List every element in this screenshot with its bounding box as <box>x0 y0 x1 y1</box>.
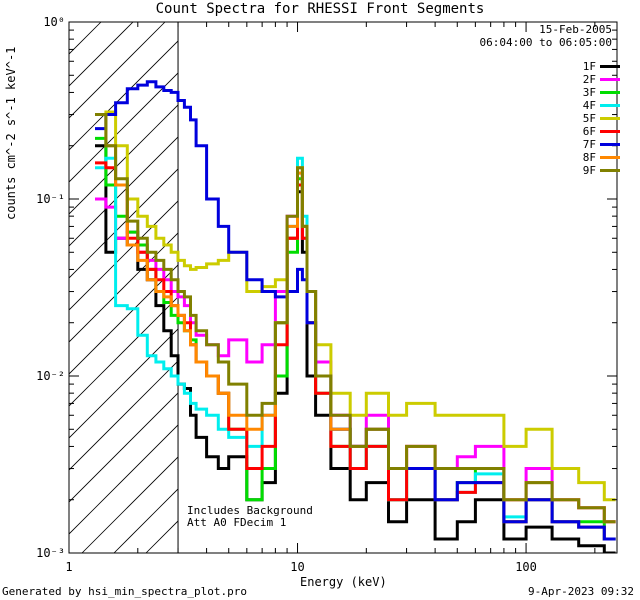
hatch-line <box>69 22 134 87</box>
annotation-att: Att A0 FDecim 1 <box>187 516 287 529</box>
legend-item-9F: 9F <box>583 164 620 177</box>
legend-item-5F: 5F <box>583 112 620 125</box>
legend-label: 9F <box>582 164 596 177</box>
footer-timestamp: 9-Apr-2023 09:32 <box>528 585 634 598</box>
legend-label: 5F <box>582 112 596 125</box>
legend-label: 7F <box>582 138 596 151</box>
hatch-line <box>69 200 179 311</box>
hatch-line <box>69 328 179 439</box>
footer-generator: Generated by hsi_min_spectra_plot.pro <box>2 585 248 598</box>
series-8F <box>95 113 616 524</box>
hatch-line <box>81 456 179 553</box>
hatch-line <box>145 520 179 553</box>
legend-item-1F: 1F <box>583 60 620 73</box>
y-tick-label: 10⁰ <box>43 15 65 29</box>
legend-item-3F: 3F <box>583 86 620 99</box>
legend-label: 6F <box>582 125 596 138</box>
plot-frame <box>68 21 618 554</box>
legend-item-6F: 6F <box>583 125 620 138</box>
legend-swatch <box>600 65 620 68</box>
x-tick-label: 100 <box>515 560 537 574</box>
series-3F <box>95 136 616 541</box>
legend-swatch <box>600 78 620 81</box>
series-1F <box>95 144 616 553</box>
legend-swatch <box>600 91 620 94</box>
hatch-line <box>69 104 179 215</box>
legend-item-2F: 2F <box>583 73 620 86</box>
chart-title: Count Spectra for RHESSI Front Segments <box>155 1 485 17</box>
x-axis-label: Energy (keV) <box>300 575 387 589</box>
annotation-background: Includes Background <box>187 504 313 517</box>
legend-label: 3F <box>582 86 596 99</box>
legend-swatch <box>600 104 620 107</box>
hatch-line <box>69 72 179 183</box>
x-tick-label: 10 <box>290 560 304 574</box>
legend-swatch <box>600 143 620 146</box>
hatch-line <box>69 264 179 375</box>
hatch-line <box>69 22 166 119</box>
y-tick-label: 10⁻³ <box>36 546 65 560</box>
x-tick-label: 1 <box>65 560 72 574</box>
legend-label: 2F <box>582 73 596 86</box>
hatch-line <box>113 488 179 553</box>
series-5F <box>95 110 616 502</box>
time-range-label: 06:04:00 to 06:05:00 <box>479 36 612 49</box>
legend-label: 8F <box>582 151 596 164</box>
y-tick-label: 10⁻¹ <box>36 192 65 206</box>
y-tick-label: 10⁻² <box>36 369 65 383</box>
legend-swatch <box>600 117 620 120</box>
hatch-line <box>69 360 179 471</box>
hatch-line <box>69 296 179 407</box>
legend-label: 4F <box>582 99 596 112</box>
hatch-line <box>69 392 179 503</box>
y-axis-label: counts cm^-2 s^-1 keV^-1 <box>4 47 18 220</box>
legend-label: 1F <box>582 60 596 73</box>
legend-item-7F: 7F <box>583 138 620 151</box>
hatch-line <box>69 136 179 247</box>
legend-swatch <box>600 169 620 172</box>
series-layer <box>95 80 616 553</box>
legend-item-4F: 4F <box>583 99 620 112</box>
hatch-line <box>69 424 179 535</box>
date-label: 15-Feb-2005 <box>539 23 612 36</box>
hatched-region <box>69 22 179 553</box>
y-axis-label-text: counts cm^-2 s^-1 keV^-1 <box>4 46 18 220</box>
hatch-line <box>69 232 179 343</box>
series-9F <box>95 113 616 524</box>
axis-ticks: 1 10 100 10⁻³ 10⁻² 10⁻¹ 10⁰ <box>36 15 617 574</box>
series-7F <box>95 80 616 541</box>
legend-swatch <box>600 130 620 133</box>
legend-item-8F: 8F <box>583 151 620 164</box>
hatch-line <box>69 40 179 151</box>
legend-swatch <box>600 156 620 159</box>
